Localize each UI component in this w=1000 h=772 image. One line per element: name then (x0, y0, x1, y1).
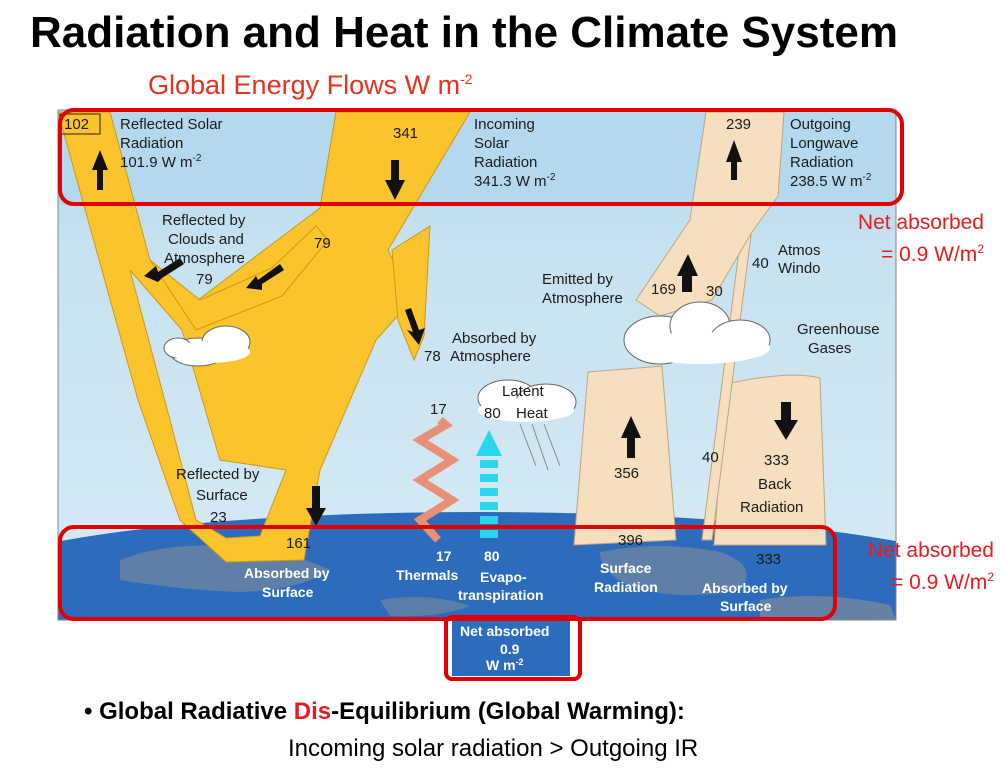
absorbed-surface-left-label-2: Surface (262, 584, 314, 600)
back-radiation-value: 333 (764, 452, 789, 469)
reflected-surface-label-2: Surface (196, 487, 248, 504)
evapo-label-2: transpiration (458, 587, 544, 603)
net-absorbed-note-top: Net absorbed = 0.9 W/m2 (857, 211, 984, 266)
outgoing-lw-value: 239 (726, 116, 751, 133)
atm-window-label-1: Atmos (778, 242, 821, 259)
net-absorbed-center-panel (452, 620, 570, 676)
reflected-clouds-label-2: Clouds and (168, 231, 244, 248)
reflected-surface-value: 23 (210, 509, 227, 526)
net-absorbed-center-label-1: Net absorbed (460, 623, 549, 639)
outgoing-lw-label-1: Outgoing (790, 116, 851, 133)
diagram-subtitle: Global Energy Flows W m-2 (148, 70, 473, 100)
absorbed-atm-value: 78 (424, 348, 441, 365)
reflected-clouds-value: 79 (196, 271, 213, 288)
incoming-solar-label-4: 341.3 W m-2 (474, 172, 556, 190)
absorbed-surface-right-label-1: Absorbed by (702, 580, 788, 596)
greenhouse-label-2: Gases (808, 340, 851, 357)
back-radiation-label-2: Radiation (740, 499, 803, 516)
latent-heat-cloud (477, 379, 577, 471)
incoming-solar-label-2: Solar (474, 135, 509, 152)
absorbed-surface-right-label-2: Surface (720, 598, 772, 614)
bullet-subtext: Incoming solar radiation > Outgoing IR (288, 735, 699, 762)
surface-up-value: 356 (614, 465, 639, 482)
absorbed-atm-label-2: Atmosphere (450, 348, 531, 365)
net-absorbed-center-label-2: 0.9 (500, 641, 520, 657)
incoming-solar-value: 341 (393, 125, 418, 142)
emitted-atm-value: 169 (651, 281, 676, 298)
thermals-wave (412, 416, 460, 543)
evapo-value: 80 (484, 548, 500, 564)
reflected-solar-label-2: Radiation (120, 135, 183, 152)
incoming-solar-label-1: Incoming (474, 116, 535, 133)
emitted-atm-label-1: Emitted by (542, 271, 613, 288)
atm-window-label-2: Windo (778, 260, 821, 277)
reflected-surface-label-1: Reflected by (176, 466, 260, 483)
reflected-clouds-stream (149, 225, 329, 331)
center-highlight-box (444, 615, 582, 681)
net-absorbed-center-label-3: W m-2 (486, 657, 524, 673)
greenhouse-label-1: Greenhouse (797, 321, 880, 338)
absorbed-atmosphere-stream (391, 225, 431, 362)
latent-heat-label-1: Latent (502, 383, 545, 400)
outgoing-lw-label-3: Radiation (790, 154, 853, 171)
surface-radiation-value: 396 (618, 532, 643, 549)
thermals-label: Thermals (396, 567, 458, 583)
incoming-solar-label-3: Radiation (474, 154, 537, 171)
continent-shape (380, 597, 470, 617)
evapotranspiration-column (476, 430, 502, 538)
continent-shape (760, 596, 896, 620)
evapo-label-1: Evapo- (480, 569, 527, 585)
latent-heat-value: 80 (484, 405, 501, 422)
outgoing-lw-label-2: Longwave (790, 135, 858, 152)
reflected-solar-label-1: Reflected Solar (120, 116, 223, 133)
reflected-clouds-label-1: Reflected by (162, 212, 246, 229)
latent-heat-label-2: Heat (516, 405, 549, 422)
thermals-value: 17 (436, 548, 452, 564)
back-radiation-label-1: Back (758, 476, 792, 493)
reflected-clouds-label-3: Atmosphere (164, 250, 245, 267)
outgoing-longwave-stream (635, 111, 785, 317)
cloud-left (163, 325, 251, 367)
back-radiation-stream (713, 374, 827, 546)
absorbed-surface-value: 161 (286, 535, 311, 552)
top-highlight-box (58, 108, 904, 206)
atm-window-value: 40 (752, 255, 769, 272)
thermals-top-value: 17 (430, 401, 447, 418)
surface-radiation-label-2: Radiation (594, 579, 658, 595)
reflected-solar-value: 102 (64, 116, 89, 133)
window-low-value: 40 (702, 449, 719, 466)
absorbed-surface-left-label-1: Absorbed by (244, 565, 330, 581)
cloud-right (623, 301, 771, 365)
absorbed-surface-right-value: 333 (756, 551, 781, 568)
outgoing-lw-label-4: 238.5 W m-2 (790, 172, 872, 190)
emitted-atm-label-2: Atmosphere (542, 290, 623, 307)
reflected-clouds-stream-value: 79 (314, 235, 331, 252)
continent-shape (600, 546, 747, 595)
flow-arrows (92, 140, 798, 526)
net-absorbed-note-bottom: Net absorbed = 0.9 W/m2 (867, 539, 994, 594)
absorbed-atm-label-1: Absorbed by (452, 330, 537, 347)
emitted-atm-value-2: 30 (706, 283, 723, 300)
reflected-solar-label-3: 101.9 W m-2 (120, 153, 202, 171)
bullet-heading: • Global Radiative Dis-Equilibrium (Glob… (84, 698, 685, 725)
slide-title: Radiation and Heat in the Climate System (30, 8, 898, 57)
surface-radiation-label-1: Surface (600, 560, 652, 576)
surface-radiation-stream (573, 365, 677, 546)
